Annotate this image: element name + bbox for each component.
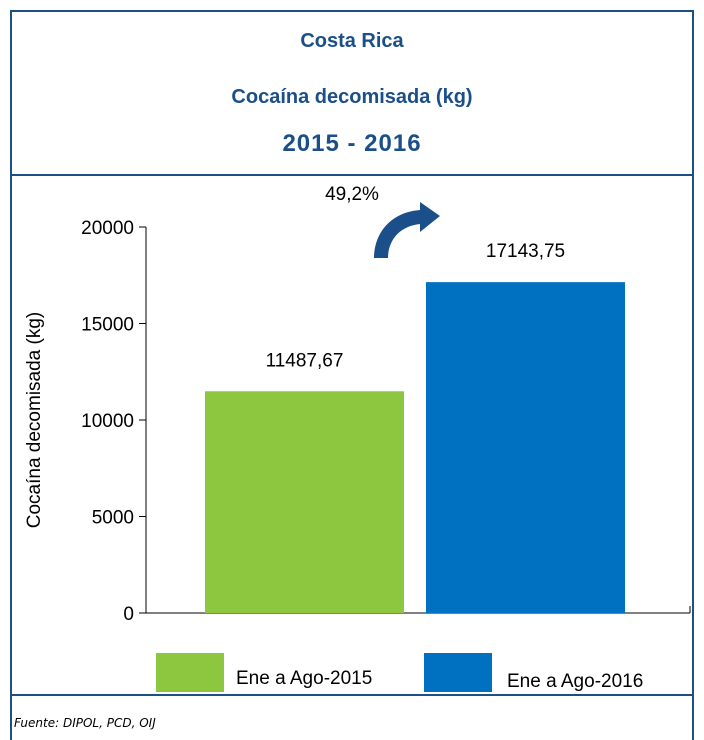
y-axis-title: Cocaína decomisada (kg): [24, 312, 45, 529]
chart-bars: [205, 282, 625, 613]
legend-label: Ene a Ago-2015: [236, 668, 372, 689]
bar-value-label: 11487,67: [266, 350, 344, 371]
y-tick-label: 5000: [92, 508, 134, 529]
y-tick-label: 0: [123, 604, 134, 625]
growth-percentage-label: 49,2%: [325, 184, 379, 205]
bar: [426, 282, 625, 613]
legend-label: Ene a Ago-2016: [507, 671, 643, 692]
y-tick-label: 20000: [81, 218, 134, 239]
bar-value-label: 17143,75: [486, 241, 565, 262]
legend-swatch: [424, 653, 492, 692]
curved-arrow-icon: [374, 202, 440, 258]
source-note: Fuente: DIPOL, PCD, OIJ: [14, 716, 156, 730]
chart-annotation: 49,2%: [325, 184, 440, 258]
bar: [205, 391, 404, 613]
y-tick-label: 15000: [81, 315, 134, 336]
chart-legend: Ene a Ago-2015 Ene a Ago-2016: [156, 653, 643, 692]
y-tick-label: 10000: [81, 411, 134, 432]
legend-swatch: [156, 653, 224, 692]
